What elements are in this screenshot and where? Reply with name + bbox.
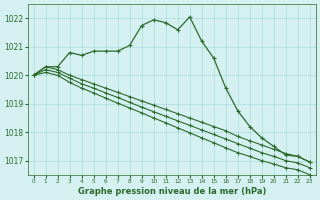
X-axis label: Graphe pression niveau de la mer (hPa): Graphe pression niveau de la mer (hPa)	[77, 187, 266, 196]
